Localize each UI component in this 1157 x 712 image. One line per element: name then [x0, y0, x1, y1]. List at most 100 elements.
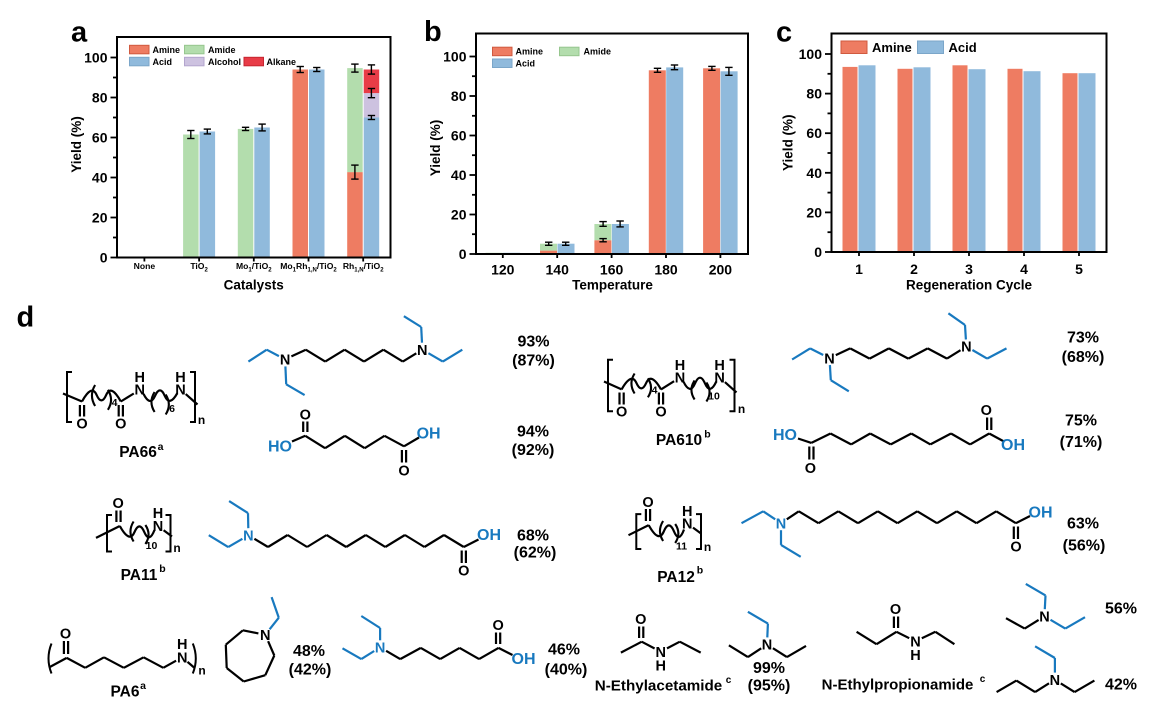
svg-text:N: N [762, 638, 772, 654]
svg-text:PA6: PA6 [110, 684, 139, 701]
svg-text:0: 0 [814, 244, 822, 260]
svg-text:2: 2 [910, 261, 918, 277]
svg-text:N: N [776, 516, 786, 532]
svg-text:H: H [153, 506, 163, 522]
svg-text:0: 0 [100, 250, 108, 266]
svg-text:N: N [417, 343, 427, 359]
svg-text:H: H [910, 648, 920, 664]
svg-text:80: 80 [806, 86, 822, 102]
svg-text:40: 40 [806, 165, 822, 181]
svg-text:(40%): (40%) [545, 662, 588, 679]
svg-text:O: O [805, 461, 816, 477]
svg-text:HO: HO [773, 427, 797, 444]
svg-text:N: N [961, 340, 971, 356]
svg-text:180: 180 [654, 262, 678, 278]
svg-text:75%: 75% [1065, 413, 1097, 430]
svg-text:48%: 48% [293, 643, 325, 660]
svg-text:6: 6 [169, 403, 175, 415]
svg-text:H: H [175, 370, 185, 386]
svg-text:Yield (%): Yield (%) [781, 114, 796, 171]
svg-text:HO: HO [268, 439, 292, 456]
svg-text:60: 60 [451, 128, 467, 144]
svg-text:0: 0 [459, 246, 467, 262]
svg-text:99%: 99% [753, 660, 785, 677]
svg-text:O: O [300, 408, 311, 424]
svg-text:4: 4 [112, 397, 118, 409]
svg-text:Amine: Amine [516, 47, 544, 57]
svg-text:d: d [17, 301, 35, 333]
svg-text:H: H [682, 504, 692, 520]
svg-text:N: N [1050, 673, 1060, 689]
svg-text:OH: OH [417, 425, 441, 442]
svg-text:63%: 63% [1067, 516, 1099, 533]
svg-text:O: O [492, 618, 503, 634]
svg-text:O: O [76, 417, 87, 433]
svg-text:OH: OH [512, 651, 536, 668]
svg-text:H: H [135, 370, 145, 386]
svg-text:1: 1 [855, 261, 863, 277]
svg-text:60: 60 [92, 130, 108, 146]
svg-text:H: H [675, 358, 685, 374]
svg-text:n: n [173, 541, 180, 555]
svg-text:Amide: Amide [208, 45, 236, 55]
svg-text:Alkane: Alkane [267, 57, 297, 67]
svg-text:140: 140 [546, 262, 570, 278]
svg-text:H: H [714, 358, 724, 374]
svg-text:O: O [616, 405, 627, 421]
svg-text:4: 4 [1020, 261, 1028, 277]
svg-text:n: n [738, 402, 745, 416]
svg-text:O: O [642, 495, 653, 511]
svg-text:O: O [115, 417, 126, 433]
svg-text:46%: 46% [548, 642, 580, 659]
svg-text:(92%): (92%) [512, 442, 555, 459]
svg-text:160: 160 [600, 262, 624, 278]
svg-text:(68%): (68%) [1062, 349, 1105, 366]
svg-text:10: 10 [146, 540, 158, 552]
svg-text:b: b [424, 16, 442, 48]
svg-text:20: 20 [806, 204, 822, 220]
svg-text:3: 3 [965, 261, 973, 277]
svg-text:c: c [776, 16, 792, 48]
svg-text:O: O [1010, 540, 1021, 556]
svg-text:5: 5 [1075, 261, 1083, 277]
svg-text:Acid: Acid [516, 59, 536, 69]
svg-text:N-Ethylpropionamide: N-Ethylpropionamide [822, 677, 974, 694]
svg-text:None: None [134, 261, 156, 271]
svg-text:Yield (%): Yield (%) [428, 120, 443, 177]
svg-text:10: 10 [708, 391, 720, 403]
svg-text:Temperature: Temperature [572, 278, 653, 293]
svg-text:N: N [375, 641, 385, 657]
svg-text:(87%): (87%) [512, 353, 555, 370]
svg-text:(62%): (62%) [514, 545, 557, 562]
svg-text:OH: OH [1001, 437, 1025, 454]
svg-text:O: O [655, 405, 666, 421]
svg-text:c: c [980, 674, 986, 685]
svg-text:20: 20 [92, 210, 108, 226]
svg-text:(71%): (71%) [1060, 434, 1103, 451]
svg-text:80: 80 [451, 88, 467, 104]
svg-text:O: O [981, 403, 992, 419]
svg-text:Amine: Amine [153, 45, 181, 55]
svg-text:20: 20 [451, 207, 467, 223]
svg-text:N: N [280, 353, 290, 369]
svg-text:73%: 73% [1067, 330, 1099, 347]
svg-text:O: O [60, 627, 71, 643]
svg-text:O: O [890, 602, 901, 618]
svg-text:Amide: Amide [584, 47, 612, 57]
svg-text:N-Ethylacetamide: N-Ethylacetamide [595, 678, 722, 695]
svg-text:PA66: PA66 [119, 444, 157, 461]
svg-text:H: H [656, 659, 666, 675]
svg-text:b: b [159, 563, 165, 575]
svg-text:O: O [635, 612, 646, 628]
svg-text:a: a [140, 680, 146, 692]
svg-text:Yield (%): Yield (%) [69, 116, 84, 173]
svg-text:11: 11 [676, 541, 687, 553]
svg-text:H: H [177, 637, 187, 653]
svg-text:b: b [704, 429, 710, 441]
svg-text:42%: 42% [1105, 677, 1137, 694]
svg-text:a: a [71, 17, 88, 49]
svg-text:60: 60 [806, 125, 822, 141]
svg-text:(42%): (42%) [289, 662, 332, 679]
svg-text:n: n [198, 413, 205, 427]
svg-text:PA610: PA610 [656, 432, 702, 449]
